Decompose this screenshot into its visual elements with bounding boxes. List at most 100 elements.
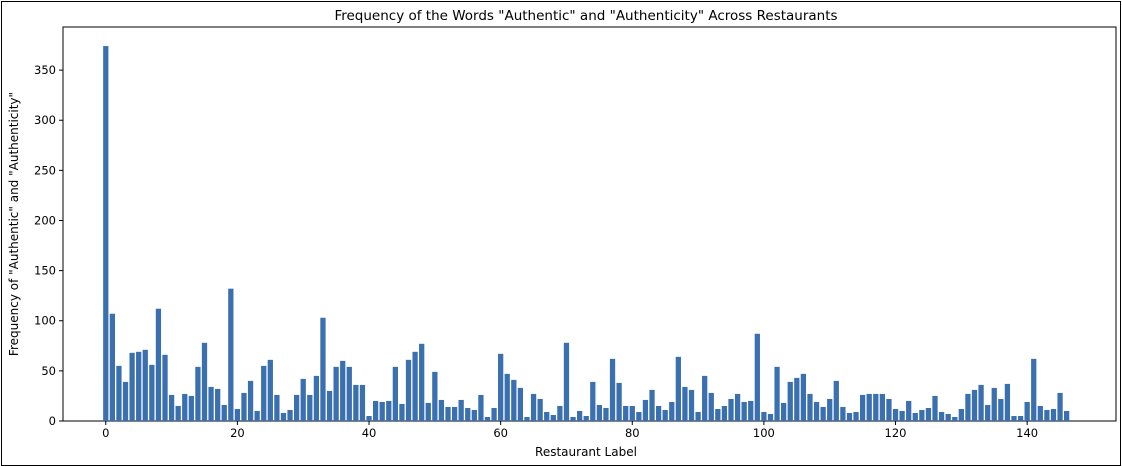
bar-76 [603, 407, 609, 421]
bar-130 [958, 408, 964, 421]
bar-126 [932, 395, 938, 421]
bar-57 [478, 394, 484, 421]
bar-31 [307, 394, 313, 421]
bar-65 [530, 393, 537, 421]
x-axis-ticks: 0 20 40 60 80 100 120 140 [102, 421, 1038, 440]
bar-52 [445, 406, 451, 421]
bar-74 [590, 381, 596, 421]
x-tick-label: 60 [493, 426, 508, 440]
bar-12 [182, 393, 188, 421]
bar-16 [208, 386, 214, 421]
bar-82 [642, 399, 649, 421]
bar-40 [366, 415, 372, 421]
bar-7 [149, 364, 155, 421]
bar-1 [109, 313, 115, 421]
bar-133 [978, 384, 984, 421]
bar-0 [103, 46, 109, 422]
bar-102 [774, 366, 780, 421]
bar-136 [998, 398, 1004, 421]
bar-129 [952, 416, 958, 421]
bar-62 [511, 379, 517, 421]
bar-3 [122, 381, 129, 421]
bar-81 [636, 411, 642, 421]
y-tick-label: 0 [49, 414, 56, 428]
bar-101 [767, 413, 774, 421]
x-tick-label: 120 [885, 426, 907, 440]
bar-113 [846, 412, 853, 421]
bar-117 [873, 393, 879, 421]
x-tick-label: 100 [753, 426, 775, 440]
bar-100 [761, 411, 767, 421]
bar-20 [234, 408, 241, 421]
bar-109 [820, 406, 826, 421]
y-tick-label: 350 [34, 63, 56, 77]
bar-4 [129, 352, 135, 421]
bar-60 [498, 353, 504, 421]
bar-135 [991, 387, 997, 421]
bar-79 [623, 405, 629, 421]
bar-59 [491, 407, 497, 421]
bar-95 [728, 398, 734, 421]
bar-146 [1064, 410, 1070, 421]
bar-24 [261, 365, 267, 421]
bar-29 [294, 394, 300, 421]
bar-94 [721, 405, 728, 421]
bar-15 [201, 342, 208, 421]
bar-64 [524, 416, 530, 421]
y-tick-label: 150 [34, 264, 56, 278]
bar-112 [840, 406, 846, 421]
bar-27 [280, 412, 287, 421]
bar-115 [859, 394, 866, 421]
bar-66 [537, 398, 543, 421]
bar-125 [925, 407, 932, 421]
x-tick-label: 80 [625, 426, 640, 440]
bar-5 [136, 351, 142, 421]
bar-77 [609, 358, 616, 421]
bar-103 [781, 402, 787, 421]
bar-67 [544, 411, 550, 421]
x-tick-label: 0 [102, 426, 109, 440]
bar-85 [662, 409, 668, 421]
bar-34 [326, 390, 333, 421]
bar-44 [392, 366, 398, 421]
bar-37 [346, 366, 352, 421]
bar-93 [715, 408, 721, 421]
bar-90 [695, 411, 701, 421]
bar-10 [168, 394, 175, 421]
y-tick-label: 250 [34, 163, 56, 177]
bar-106 [800, 373, 807, 421]
bar-25 [267, 359, 273, 421]
plot-area [62, 26, 1117, 422]
bar-73 [583, 415, 589, 421]
bar-50 [432, 371, 438, 421]
x-tick-label: 40 [362, 426, 377, 440]
y-tick-label: 50 [41, 364, 56, 378]
y-tick-label: 300 [34, 113, 56, 127]
bar-128 [945, 413, 951, 421]
bar-71 [570, 416, 576, 421]
bar-137 [1004, 383, 1011, 421]
bar-36 [340, 360, 346, 421]
bar-68 [550, 414, 556, 421]
bar-38 [353, 384, 359, 421]
bar-89 [688, 389, 695, 421]
bar-61 [504, 373, 510, 421]
bar-84 [655, 405, 662, 421]
bar-39 [359, 384, 366, 421]
bar-8 [155, 308, 162, 421]
bar-70 [563, 342, 570, 421]
bar-116 [866, 393, 872, 421]
bar-140 [1024, 401, 1030, 421]
bar-127 [938, 411, 945, 421]
bar-83 [649, 389, 655, 421]
bar-49 [425, 402, 431, 421]
bar-131 [965, 393, 971, 421]
bar-75 [596, 404, 603, 421]
bar-119 [886, 398, 892, 421]
bar-69 [557, 405, 563, 421]
bar-17 [215, 388, 221, 421]
chart-title: Frequency of the Words "Authentic" and "… [334, 8, 837, 24]
bar-105 [794, 377, 800, 421]
bar-21 [241, 392, 247, 421]
